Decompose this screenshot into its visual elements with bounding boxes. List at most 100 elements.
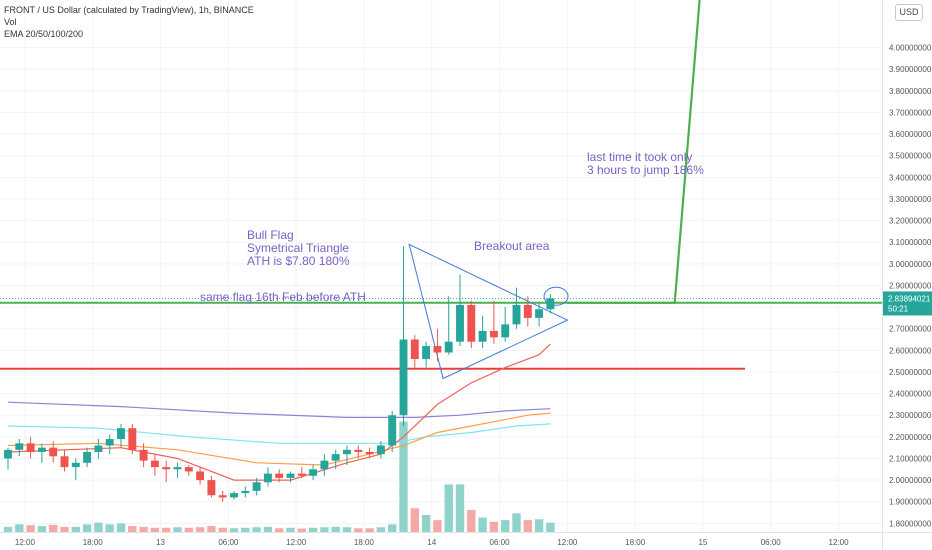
candle-body (433, 346, 442, 353)
y-tick-label: 3.40000000 (889, 173, 932, 182)
volume-bar (241, 527, 250, 532)
candlesticks (4, 246, 555, 502)
candle-body (297, 473, 306, 476)
y-tick-label: 2.40000000 (889, 390, 932, 399)
y-tick-label: 2.90000000 (889, 281, 932, 290)
volume-bar (297, 528, 306, 532)
volume-bar (49, 524, 58, 532)
candle-body (230, 493, 238, 498)
currency-button[interactable]: USD (895, 4, 923, 21)
y-tick-label: 1.90000000 (889, 498, 932, 507)
y-tick-label: 3.90000000 (889, 65, 932, 74)
volume-bar (60, 526, 69, 532)
y-tick-label: 2.00000000 (889, 476, 932, 485)
y-tick-label: 2.50000000 (889, 368, 932, 377)
candle-body (410, 339, 419, 359)
volume-bar (26, 525, 35, 532)
x-tick-label: 12:00 (829, 538, 850, 547)
x-tick-label: 12:00 (557, 538, 578, 547)
x-tick-label: 06:00 (218, 538, 239, 547)
volume-bar (71, 526, 80, 532)
ema-200-line (7, 401, 551, 418)
horizontal-levels (0, 298, 882, 370)
price-tag-countdown: 50:21 (888, 304, 909, 313)
x-tick-label: 06:00 (490, 538, 511, 547)
y-tick-label: 3.30000000 (889, 195, 932, 204)
candle-body (286, 473, 295, 478)
volume-bar (523, 520, 532, 532)
bull-flag-line-3: ATH is $7.80 180% (247, 254, 350, 268)
volume-bar (320, 527, 329, 532)
drawings (408, 0, 701, 380)
volume-bar (399, 421, 408, 532)
volume-bar (376, 527, 386, 532)
x-tick-label: 18:00 (625, 538, 646, 547)
x-tick-label: 18:00 (83, 538, 104, 547)
candle-body (365, 451, 374, 455)
volume-bar (162, 527, 171, 532)
candle-body (117, 428, 125, 440)
volume-bar (195, 527, 205, 532)
volume-bar (286, 527, 295, 532)
candle-body (456, 304, 464, 342)
volume-bar (3, 526, 13, 532)
candle-body (15, 443, 24, 450)
candle-body (275, 473, 284, 478)
candle-body (128, 428, 137, 450)
x-tick-label: 12:00 (15, 538, 36, 547)
candle-body (184, 467, 193, 472)
volume-bars (3, 421, 555, 532)
volume-bar (105, 524, 114, 532)
y-tick-label: 3.00000000 (889, 260, 932, 269)
volume-bar (410, 508, 419, 532)
y-tick-label: 2.30000000 (889, 411, 932, 420)
volume-bar (150, 527, 160, 532)
y-tick-label: 2.10000000 (889, 454, 932, 463)
volume-bar (354, 528, 363, 532)
volume-bar (82, 524, 92, 532)
candle-body (162, 467, 171, 470)
candle-body (83, 451, 92, 463)
x-tick-label: 15 (698, 538, 707, 547)
bull-flag-line-2: Symetrical Triangle (247, 241, 350, 255)
candle-body (501, 324, 510, 338)
y-tick-label: 1.80000000 (889, 519, 932, 528)
candle-body (173, 467, 182, 470)
candle-body (139, 449, 148, 461)
candle-body (60, 456, 69, 468)
candle-body (489, 330, 498, 338)
y-tick-label: 3.60000000 (889, 130, 932, 139)
candle-body (512, 304, 521, 325)
volume-bar (116, 523, 126, 532)
grid-lines (0, 0, 882, 532)
candle-body (320, 460, 329, 470)
candle-body (399, 339, 408, 416)
y-tick-label: 3.80000000 (889, 87, 932, 96)
last-time-annotation: last time it took only 3 hours to jump 1… (587, 151, 704, 177)
volume-bar (512, 513, 521, 532)
breakout-annotation: Breakout area (474, 239, 550, 253)
volume-bar (308, 527, 318, 532)
volume-bar (184, 527, 193, 532)
volume-bar (365, 528, 374, 532)
y-tick-label: 2.60000000 (889, 346, 932, 355)
x-tick-label: 14 (427, 538, 436, 547)
candle-body (467, 304, 476, 342)
candle-body (444, 341, 453, 353)
x-tick-label: 13 (156, 538, 165, 547)
candle-body (354, 449, 363, 452)
volume-bar (229, 528, 239, 532)
candle-body (241, 490, 250, 494)
candle-body (388, 415, 397, 446)
candle-body (196, 471, 205, 481)
chart-title: FRONT / US Dollar (calculated by Trading… (4, 5, 254, 15)
volume-bar (275, 528, 284, 532)
volume-bar (342, 527, 352, 532)
last-time-line-2: 3 hours to jump 186% (587, 163, 704, 177)
bull-flag-line-1: Bull Flag (247, 228, 294, 242)
volume-bar (501, 520, 510, 532)
candle-body (252, 482, 261, 491)
candle-body (150, 460, 159, 468)
